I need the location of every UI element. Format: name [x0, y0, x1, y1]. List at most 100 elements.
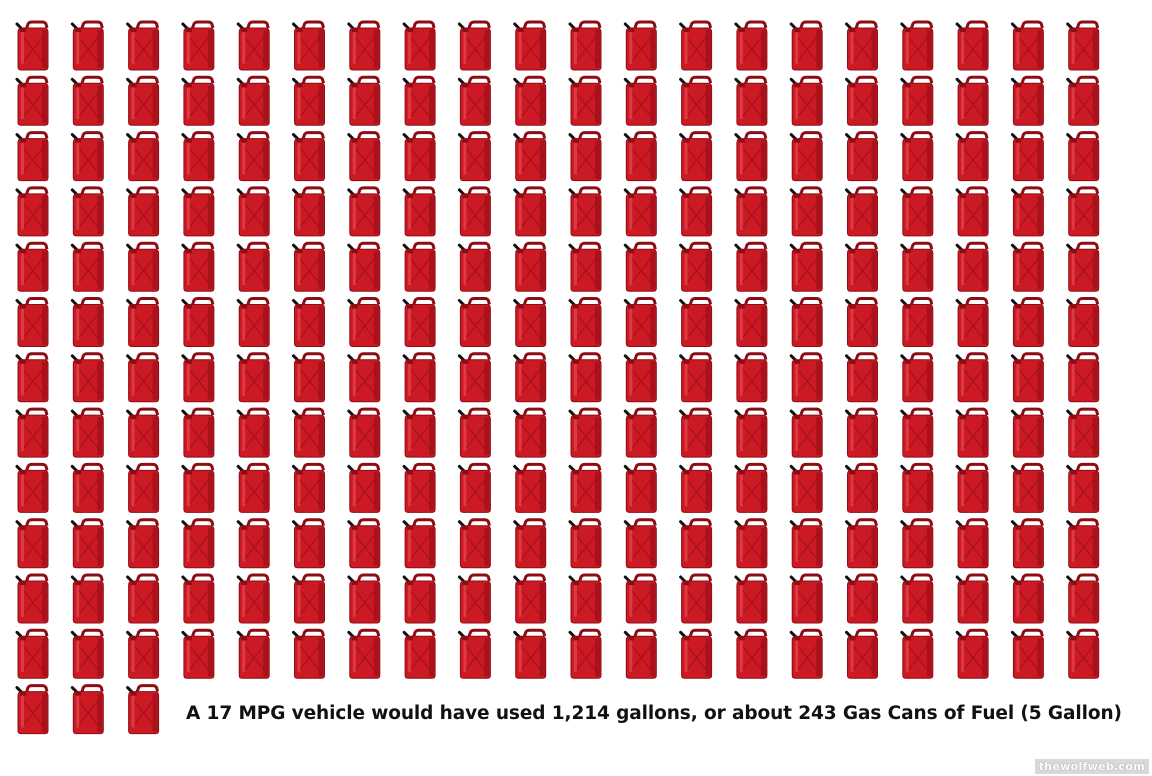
gas-can-icon: [236, 573, 270, 624]
gas-can-icon: [568, 573, 602, 624]
gas-can-icon: [457, 352, 491, 403]
gas-can-icon: [734, 297, 768, 347]
gas-can-icon: [568, 352, 602, 403]
gas-can-icon: [347, 352, 381, 403]
gas-can-icon: [845, 131, 878, 182]
gas-can-icon: [1010, 518, 1044, 569]
caption: A 17 MPG vehicle would have used 1,214 g…: [186, 703, 1122, 724]
gas-can-icon: [900, 407, 934, 458]
gas-can-icon: [1010, 131, 1044, 182]
gas-can-icon: [679, 518, 713, 569]
gas-can-icon: [126, 75, 160, 126]
gas-can-icon: [900, 20, 934, 71]
gas-can-icon: [568, 297, 602, 347]
gas-can-icon: [789, 518, 823, 569]
gas-can-icon: [845, 518, 878, 569]
gas-can-icon: [347, 20, 381, 71]
gas-can-icon: [70, 352, 104, 403]
gas-can-icon: [623, 186, 657, 237]
gas-can-icon: [1066, 352, 1100, 403]
gas-can-icon: [126, 352, 160, 403]
gas-can-icon: [955, 407, 989, 458]
gas-can-icon: [900, 297, 934, 347]
gas-can-icon: [402, 241, 436, 292]
gas-can-icon: [1010, 75, 1044, 126]
gas-can-icon: [568, 241, 602, 292]
gas-can-icon: [1066, 241, 1100, 292]
gas-can-icon: [789, 407, 823, 458]
gas-can-icon: [181, 628, 215, 679]
gas-can-icon: [236, 462, 270, 513]
gas-can-icon: [513, 241, 547, 292]
watermark: thewolfweb.com: [1034, 759, 1149, 774]
gas-can-icon: [789, 462, 823, 513]
gas-can-icon: [70, 628, 104, 679]
gas-can-icon: [181, 131, 215, 182]
gas-can-icon: [15, 462, 49, 513]
gas-can-icon: [900, 628, 934, 679]
gas-can-icon: [402, 407, 436, 458]
gas-can-icon: [457, 131, 491, 182]
gas-can-icon: [734, 573, 768, 624]
gas-can-icon: [15, 297, 49, 347]
gas-can-icon: [1010, 186, 1044, 237]
gas-can-icon: [292, 352, 325, 403]
gas-can-icon: [1066, 297, 1100, 347]
gas-can-icon: [679, 352, 713, 403]
gas-can-icon: [955, 628, 989, 679]
gas-can-icon: [513, 518, 547, 569]
gas-can-icon: [734, 186, 768, 237]
gas-can-icon: [126, 131, 160, 182]
gas-can-icon: [955, 297, 989, 347]
gas-can-icon: [402, 573, 436, 624]
gas-can-icon: [181, 20, 215, 71]
gas-can-icon: [292, 186, 325, 237]
gas-can-icon: [1066, 20, 1100, 71]
gas-can-icon: [292, 518, 325, 569]
gas-can-icon: [955, 131, 989, 182]
gas-can-icon: [734, 628, 768, 679]
gas-can-icon: [679, 407, 713, 458]
gas-can-icon: [126, 573, 160, 624]
gas-can-icon: [347, 75, 381, 126]
gas-can-icon: [900, 352, 934, 403]
gas-can-icon: [457, 241, 491, 292]
gas-can-icon: [679, 573, 713, 624]
gas-can-icon: [70, 186, 104, 237]
gas-can-icon: [734, 462, 768, 513]
gas-can-icon: [900, 186, 934, 237]
gas-can-icon: [15, 407, 49, 458]
gas-can-icon: [70, 20, 104, 71]
gas-can-icon: [734, 352, 768, 403]
gas-can-icon: [679, 186, 713, 237]
gas-can-icon: [1010, 407, 1044, 458]
gas-can-icon: [955, 518, 989, 569]
gas-can-icon: [15, 684, 49, 735]
gas-can-icon: [347, 573, 381, 624]
gas-can-icon: [15, 628, 49, 679]
gas-can-icon: [126, 518, 160, 569]
gas-can-icon: [789, 241, 823, 292]
gas-can-icon: [623, 407, 657, 458]
gas-can-icon: [126, 684, 160, 735]
gas-can-icon: [70, 131, 104, 182]
gas-can-icon: [347, 131, 381, 182]
gas-can-icon: [402, 75, 436, 126]
gas-can-icon: [900, 131, 934, 182]
gas-can-icon: [1010, 20, 1044, 71]
gas-can-icon: [181, 462, 215, 513]
gas-can-icon: [845, 407, 878, 458]
gas-can-icon: [513, 131, 547, 182]
gas-can-icon: [623, 75, 657, 126]
gas-can-icon: [1010, 462, 1044, 513]
gas-can-icon: [236, 518, 270, 569]
gas-can-icon: [181, 407, 215, 458]
gas-can-icon: [457, 20, 491, 71]
gas-can-icon: [845, 75, 878, 126]
gas-can-icon: [845, 573, 878, 624]
gas-can-icon: [236, 241, 270, 292]
gas-can-icon: [15, 241, 49, 292]
gas-can-icon: [126, 462, 160, 513]
gas-can-icon: [1010, 628, 1044, 679]
